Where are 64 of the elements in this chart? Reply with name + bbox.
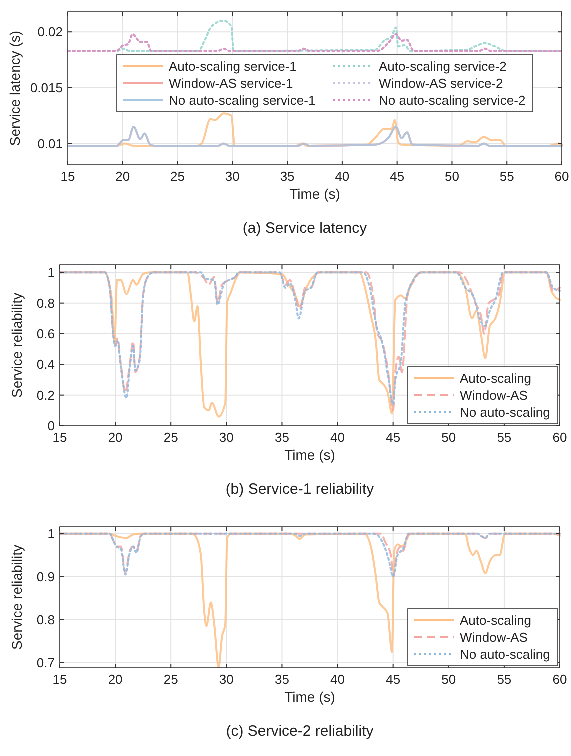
x-tick-label: 60 xyxy=(552,430,568,445)
y-tick-label: 0.8 xyxy=(36,296,55,311)
y-tick-label: 1 xyxy=(48,526,55,542)
y-tick-label: 0.015 xyxy=(30,80,63,96)
legend-label: Window-AS service-1 xyxy=(169,76,294,91)
x-tick-label: 20 xyxy=(108,430,123,445)
x-tick-label: 45 xyxy=(386,672,401,687)
x-tick-label: 30 xyxy=(225,169,240,184)
x-tick-label: 40 xyxy=(330,672,346,687)
x-tick-label: 50 xyxy=(442,430,456,445)
x-tick-label: 25 xyxy=(164,430,178,445)
y-tick-label: 1 xyxy=(48,265,55,280)
x-tick-label: 45 xyxy=(386,430,401,445)
x-tick-label: 50 xyxy=(442,672,456,687)
x-tick-label: 50 xyxy=(444,169,460,184)
y-tick-label: 0.7 xyxy=(36,655,55,670)
y-tick-label: 0.9 xyxy=(36,569,55,584)
x-axis-title: Time (s) xyxy=(284,447,336,463)
legend-label: Auto-scaling service-1 xyxy=(169,59,297,74)
text: (a) Service latency xyxy=(242,220,368,237)
legend-label: No auto-scaling xyxy=(460,405,550,420)
x-tick-label: 55 xyxy=(497,430,512,445)
legend-label: No auto-scaling xyxy=(460,647,550,662)
legend-label: No auto-scaling service-1 xyxy=(169,93,316,108)
x-tick-label: 40 xyxy=(335,169,350,184)
x-tick-label: 15 xyxy=(52,672,68,687)
x-axis-title: Time (s) xyxy=(290,186,340,202)
legend-label: Window-AS xyxy=(460,388,528,403)
x-tick-label: 20 xyxy=(116,169,130,184)
text: (b) Service-1 reliability xyxy=(226,481,375,498)
y-tick-label: 0 xyxy=(48,418,55,434)
y-axis-title: Service reliability xyxy=(9,544,25,650)
x-tick-label: 35 xyxy=(280,169,295,184)
x-tick-label: 55 xyxy=(497,672,512,687)
x-tick-label: 25 xyxy=(164,672,178,687)
x-tick-label: 15 xyxy=(60,169,76,184)
x-tick-label: 30 xyxy=(219,672,234,687)
y-axis-title: Service reliability xyxy=(9,292,25,398)
y-tick-label: 0.01 xyxy=(38,136,63,152)
y-tick-label: 0.2 xyxy=(36,388,55,403)
x-tick-label: 35 xyxy=(274,672,290,687)
legend-label: Auto-scaling xyxy=(460,613,532,628)
legend-label: Window-AS service-2 xyxy=(379,76,504,91)
legend-label: Auto-scaling xyxy=(460,371,532,386)
y-tick-label: 0.02 xyxy=(38,24,63,40)
x-tick-label: 30 xyxy=(219,430,234,445)
x-tick-label: 60 xyxy=(552,672,568,687)
y-tick-label: 0.6 xyxy=(36,326,55,342)
x-tick-label: 25 xyxy=(170,169,186,184)
legend-label: Auto-scaling service-2 xyxy=(379,59,507,74)
x-tick-label: 20 xyxy=(108,672,123,687)
x-tick-label: 35 xyxy=(274,430,290,445)
legend-label: Window-AS xyxy=(460,630,528,645)
y-tick-label: 0.4 xyxy=(36,357,55,372)
y-axis-title: Service latency (s) xyxy=(7,30,23,146)
x-tick-label: 45 xyxy=(390,169,405,184)
legend-label: No auto-scaling service-2 xyxy=(379,93,526,108)
x-tick-label: 15 xyxy=(52,430,68,445)
x-tick-label: 40 xyxy=(330,430,346,445)
text: (c) Service-2 reliability xyxy=(226,723,374,740)
x-tick-label: 60 xyxy=(554,169,570,184)
x-tick-label: 55 xyxy=(500,169,514,184)
y-tick-label: 0.8 xyxy=(36,612,55,628)
x-axis-title: Time (s) xyxy=(284,689,336,705)
